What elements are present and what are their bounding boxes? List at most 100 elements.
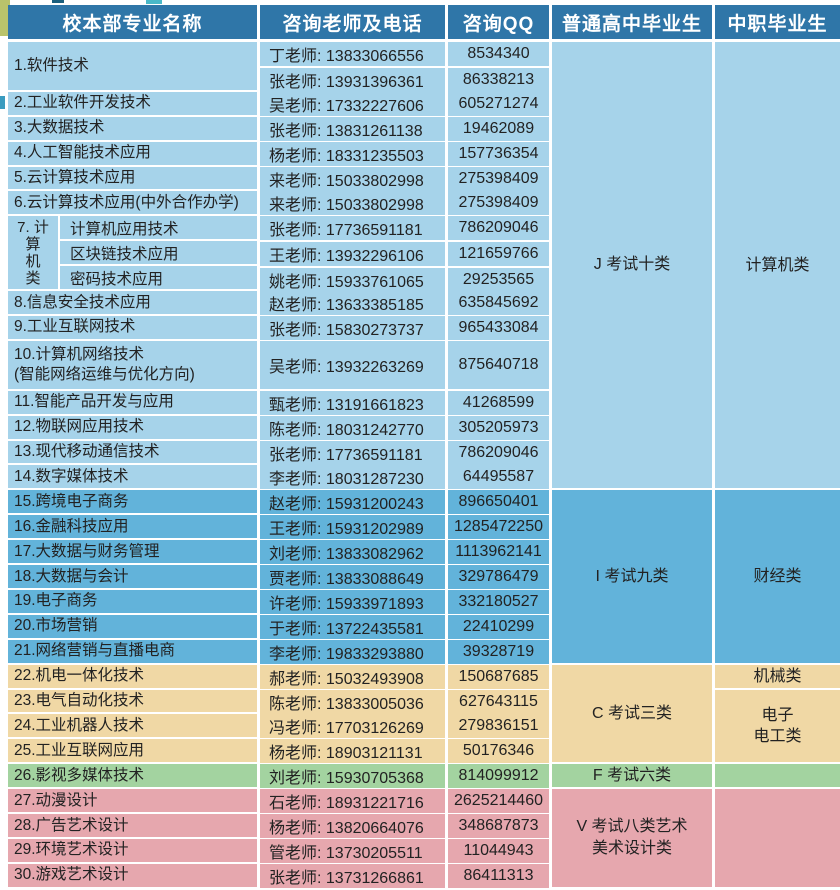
teacher-contact-cell: 王老师: 13932296106: [260, 242, 448, 269]
qq-number-cell: 8534340: [448, 42, 552, 68]
major-name-line: 2.工业软件开发技术: [14, 94, 151, 112]
major-name-cell: 5.云计算技术应用: [8, 166, 260, 192]
major-name-cell: 8.信息安全技术应用: [8, 291, 260, 316]
teacher-contact-cell: 丁老师: 13833066556: [260, 42, 448, 68]
qq-number-cell: 814099912: [448, 764, 552, 791]
teacher-contact-cell: 李老师: 19833293880: [260, 639, 448, 666]
vertical-label-line: 算: [25, 235, 41, 253]
header-teacher-phone: 咨询老师及电话: [260, 5, 448, 42]
teacher-line: 来老师: 15033802998 275398409: [260, 191, 552, 218]
major-name-line: 9.工业互联网技术: [14, 318, 136, 336]
exam-group-block: F 考试六类: [552, 764, 840, 790]
teacher-lines-column: 于老师: 13722435581 22410299: [260, 614, 552, 641]
teacher-contact-cell: 来老师: 15033802998: [260, 191, 448, 218]
major-name-line: 18.大数据与会计: [14, 567, 129, 585]
teacher-contact-cell: 陈老师: 13833005036: [260, 689, 448, 716]
qq-number-cell: 279836151: [448, 714, 552, 741]
major-name-line: 14.数字媒体技术: [14, 467, 129, 485]
header-major-name: 校本部专业名称: [8, 5, 260, 42]
major-name-line: 11.智能产品开发与应用: [14, 393, 174, 411]
vocational-category-line: 电工类: [753, 728, 802, 746]
teacher-contact-cell: 杨老师: 13820664076: [260, 814, 448, 841]
teacher-lines-column: 冯老师: 17703126269 279836151: [260, 714, 552, 741]
vocational-category-line: 财经类: [753, 568, 802, 586]
major-name-cell: 11.智能产品开发与应用: [8, 390, 260, 416]
major-name-line: 1.软件技术: [14, 56, 89, 74]
exam-category-line: C 考试三类: [591, 704, 672, 722]
teacher-contact-cell: 郝老师: 15032493908: [260, 664, 448, 691]
vocational-column: 财经类: [715, 490, 840, 665]
major-row: 9.工业互联网技术 张老师: 15830273737 965433084: [8, 315, 552, 342]
vocational-category-cell: 机械类: [715, 664, 840, 690]
major-name-cell: 24.工业机器人技术: [8, 714, 260, 740]
qq-number-cell: 275398409: [448, 191, 552, 218]
admissions-majors-table: 校本部专业名称 咨询老师及电话 咨询QQ 普通高中毕业生 中职毕业生 1.软件技…: [8, 5, 840, 890]
qq-number-cell: 64495587: [448, 465, 552, 492]
major-row: 8.信息安全技术应用 赵老师: 13633385185 635845692: [8, 291, 552, 318]
teacher-lines-column: 张老师: 17736591181 786209046 王老师: 1393229610…: [260, 216, 552, 295]
teacher-line: 甄老师: 13191661823 41268599: [260, 390, 552, 417]
teacher-lines-column: 石老师: 18931221716 2625214460: [260, 789, 552, 816]
major-name-cell: 2.工业软件开发技术: [8, 91, 260, 117]
major-name-line: 5.云计算技术应用: [14, 168, 136, 186]
teacher-contact-cell: 管老师: 13730205511: [260, 839, 448, 866]
major-name-cell: 3.大数据技术: [8, 116, 260, 142]
background-olive-fragment: [0, 0, 10, 36]
teacher-line: 吴老师: 17332227606 605271274: [260, 91, 552, 118]
teacher-line: 来老师: 15033802998 275398409: [260, 166, 552, 193]
teacher-lines-column: 杨老师: 18331235503 157736354: [260, 141, 552, 168]
major-row: 6.云计算技术应用(中外合作办学) 来老师: 15033802998 2753984…: [8, 191, 552, 218]
major-row: 2.工业软件开发技术 吴老师: 17332227606 605271274: [8, 91, 552, 118]
teacher-contact-cell: 冯老师: 17703126269: [260, 714, 448, 741]
teacher-contact-cell: 吴老师: 17332227606: [260, 91, 448, 118]
major-name-line: 13.现代移动通信技术: [14, 442, 160, 460]
major-row: 1.软件技术 丁老师: 13833066556 8534340 张老师: 139313…: [8, 42, 552, 94]
qq-number-cell: 50176346: [448, 739, 552, 766]
major-name-line: (智能网络运维与优化方向): [14, 365, 195, 383]
exam-category-line: I 考试九类: [595, 567, 669, 585]
major-name-line: 27.动漫设计: [14, 791, 98, 809]
qq-number-cell: 305205973: [448, 415, 552, 442]
teacher-line: 李老师: 18031287230 64495587: [260, 465, 552, 492]
qq-number-cell: 786209046: [448, 440, 552, 467]
major-name-line: 26.影视多媒体技术: [14, 766, 145, 784]
major-row: 15.跨境电子商务 赵老师: 15931200243 896650401: [8, 490, 552, 517]
teacher-line: 王老师: 13932296106 121659766: [260, 242, 552, 269]
teacher-line: 石老师: 18931221716 2625214460: [260, 789, 552, 816]
teacher-lines-column: 杨老师: 13820664076 348687873: [260, 814, 552, 841]
teacher-line: 郝老师: 15032493908 150687685: [260, 664, 552, 691]
teacher-lines-column: 许老师: 15933971893 332180527: [260, 589, 552, 616]
major-name-line: 6.云计算技术应用(中外合作办学): [14, 193, 239, 211]
major-name-cell: 27.动漫设计: [8, 789, 260, 815]
vocational-category-cell: [715, 764, 840, 790]
sub-major-name-cell: 区块链技术应用: [60, 241, 257, 267]
major-name-line: 17.大数据与财务管理: [14, 542, 160, 560]
qq-number-cell: 39328719: [448, 639, 552, 666]
teacher-lines-column: 丁老师: 13833066556 8534340 张老师: 13931396361 8…: [260, 42, 552, 94]
major-name-cell: 6.云计算技术应用(中外合作办学): [8, 191, 260, 217]
teacher-lines-column: 李老师: 19833293880 39328719: [260, 639, 552, 666]
exam-category-line: V 考试八类艺术: [576, 818, 688, 836]
teacher-contact-cell: 许老师: 15933971893: [260, 589, 448, 616]
vocational-column: 计算机类: [715, 42, 840, 491]
major-name-cell: 10.计算机网络技术 (智能网络运维与优化方向): [8, 340, 260, 391]
qq-number-cell: 348687873: [448, 814, 552, 841]
sub-majors-column: 计算机应用技术 区块链技术应用 密码技术应用: [60, 216, 257, 290]
exam-category-cell: I 考试九类: [552, 490, 715, 665]
major-name-cell: 25.工业互联网应用: [8, 739, 260, 765]
vertical-label-line: 类: [25, 269, 41, 287]
teacher-contact-cell: 石老师: 18931221716: [260, 789, 448, 816]
vocational-category-cell: [715, 789, 840, 889]
teacher-line: 杨老师: 18331235503 157736354: [260, 141, 552, 168]
teacher-contact-cell: 赵老师: 13633385185: [260, 291, 448, 318]
teacher-lines-column: 张老师: 13831261138 19462089: [260, 116, 552, 143]
teacher-lines-column: 杨老师: 18903121131 50176346: [260, 739, 552, 766]
major-row: 25.工业互联网应用 杨老师: 18903121131 50176346: [8, 739, 552, 766]
teacher-lines-column: 陈老师: 18031242770 305205973: [260, 415, 552, 442]
teacher-lines-column: 来老师: 15033802998 275398409: [260, 166, 552, 193]
table-body: 1.软件技术 丁老师: 13833066556 8534340 张老师: 139313…: [8, 42, 840, 890]
major-name-cell: 22.机电一体化技术: [8, 664, 260, 690]
major-row: 14.数字媒体技术 李老师: 18031287230 64495587: [8, 465, 552, 492]
teacher-line: 吴老师: 13932263269 875640718: [260, 340, 552, 391]
qq-number-cell: 11044943: [448, 839, 552, 866]
